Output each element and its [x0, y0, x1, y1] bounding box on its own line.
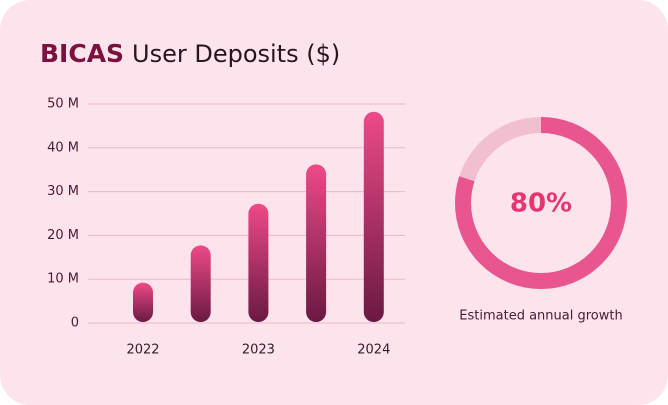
- bar: [133, 282, 153, 322]
- bar: [248, 203, 269, 322]
- brand: BICAS: [40, 39, 124, 68]
- gauge-arc: [455, 117, 627, 289]
- y-tick-label: 50 M: [47, 97, 79, 112]
- y-tick-label: 0: [71, 316, 79, 331]
- y-tick-label: 10 M: [47, 272, 79, 287]
- bar: [190, 245, 211, 322]
- bar: [363, 111, 384, 322]
- x-tick-label: 2024: [357, 343, 390, 358]
- y-tick-label: 40 M: [47, 140, 79, 155]
- y-tick-label: 30 M: [47, 184, 79, 199]
- x-tick-label: 2023: [242, 343, 275, 358]
- y-tick-label: 20 M: [47, 228, 79, 243]
- x-tick-label: 2022: [126, 343, 159, 358]
- gauge-caption: Estimated annual growth: [459, 309, 622, 324]
- bar: [306, 164, 327, 322]
- chart-title: User Deposits ($): [132, 40, 340, 68]
- gauge-label: 80%: [510, 189, 572, 219]
